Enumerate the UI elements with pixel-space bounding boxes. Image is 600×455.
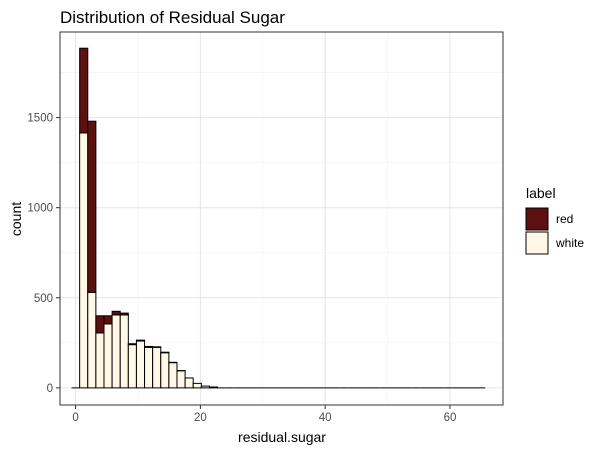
y-axis-label: count [8, 202, 24, 236]
bar-red [128, 344, 136, 345]
legend-label-red: red [556, 212, 573, 226]
y-tick-label: 0 [47, 383, 53, 395]
bar-white [112, 315, 120, 388]
bar-white [177, 371, 185, 388]
bar-red [88, 121, 96, 292]
bar-red [153, 347, 161, 348]
legend-swatch-red [526, 208, 548, 230]
bar-white [104, 324, 112, 388]
bar-red [136, 340, 144, 341]
bar-white [120, 315, 128, 388]
bar-red [96, 316, 104, 333]
bar-red [80, 48, 88, 133]
y-tick-label: 1500 [27, 113, 53, 125]
bar-white [185, 378, 193, 388]
bar-white [153, 347, 161, 388]
bar-white [193, 383, 201, 388]
bar-white [136, 341, 144, 388]
bar-white [161, 353, 169, 388]
legend-title: label [526, 185, 556, 201]
x-tick-label: 0 [72, 412, 78, 424]
bar-red [104, 316, 112, 324]
bar-red [120, 313, 128, 315]
x-tick-label: 40 [319, 412, 332, 424]
x-tick-label: 20 [194, 412, 207, 424]
bar-white [88, 292, 96, 388]
chart-title: Distribution of Residual Sugar [60, 8, 285, 27]
bar-white [128, 345, 136, 388]
bar-white [169, 363, 177, 388]
bar-white [145, 347, 153, 388]
y-tick-label: 1000 [27, 203, 53, 215]
bar-red [161, 352, 169, 353]
x-tick-label: 60 [444, 412, 457, 424]
bar-white [209, 387, 217, 388]
bar-white [96, 333, 104, 388]
bar-white [201, 386, 209, 388]
legend-label-white: white [555, 236, 584, 250]
legend-swatch-white [526, 232, 548, 254]
bar-white [80, 133, 88, 388]
bar-red [112, 311, 120, 315]
y-tick-label: 500 [34, 293, 53, 305]
bar-red [145, 346, 153, 347]
x-axis-label: residual.sugar [238, 429, 326, 445]
